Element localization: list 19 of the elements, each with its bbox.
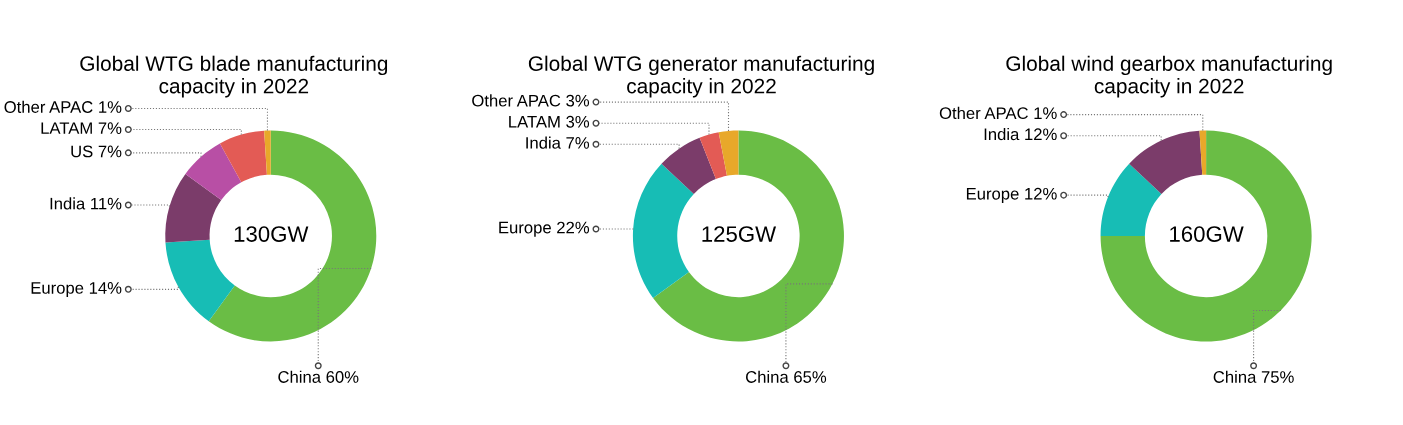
slice-label: LATAM 3%: [509, 115, 590, 128]
slice-label: Other APAC 1%: [939, 106, 1057, 120]
slice-label: India 12%: [984, 127, 1057, 141]
text: 125GW: [702, 226, 777, 242]
slice-label: India 11%: [50, 197, 122, 210]
chart-title: Global wind gearbox manufacturing capacity in 2022: [1006, 55, 1332, 98]
slice-label: Europe 14%: [31, 282, 122, 298]
slice-label: China 75%: [1213, 370, 1294, 383]
slice-label: US 7%: [71, 145, 122, 158]
slice-label: China 65%: [746, 370, 827, 383]
chart-title: Global WTG blade manufacturing capacity in 2022: [80, 55, 388, 98]
slice-label: Other APAC 1%: [4, 100, 122, 113]
slice-label: China 60%: [278, 370, 359, 383]
text: 160GW: [1170, 226, 1244, 242]
slice-label: Europe 12%: [966, 187, 1057, 203]
slice-label: Europe 22%: [499, 221, 590, 237]
slice-label: India 7%: [526, 136, 590, 149]
slice-label: LATAM 7%: [41, 122, 122, 134]
text: 130GW: [234, 226, 309, 242]
